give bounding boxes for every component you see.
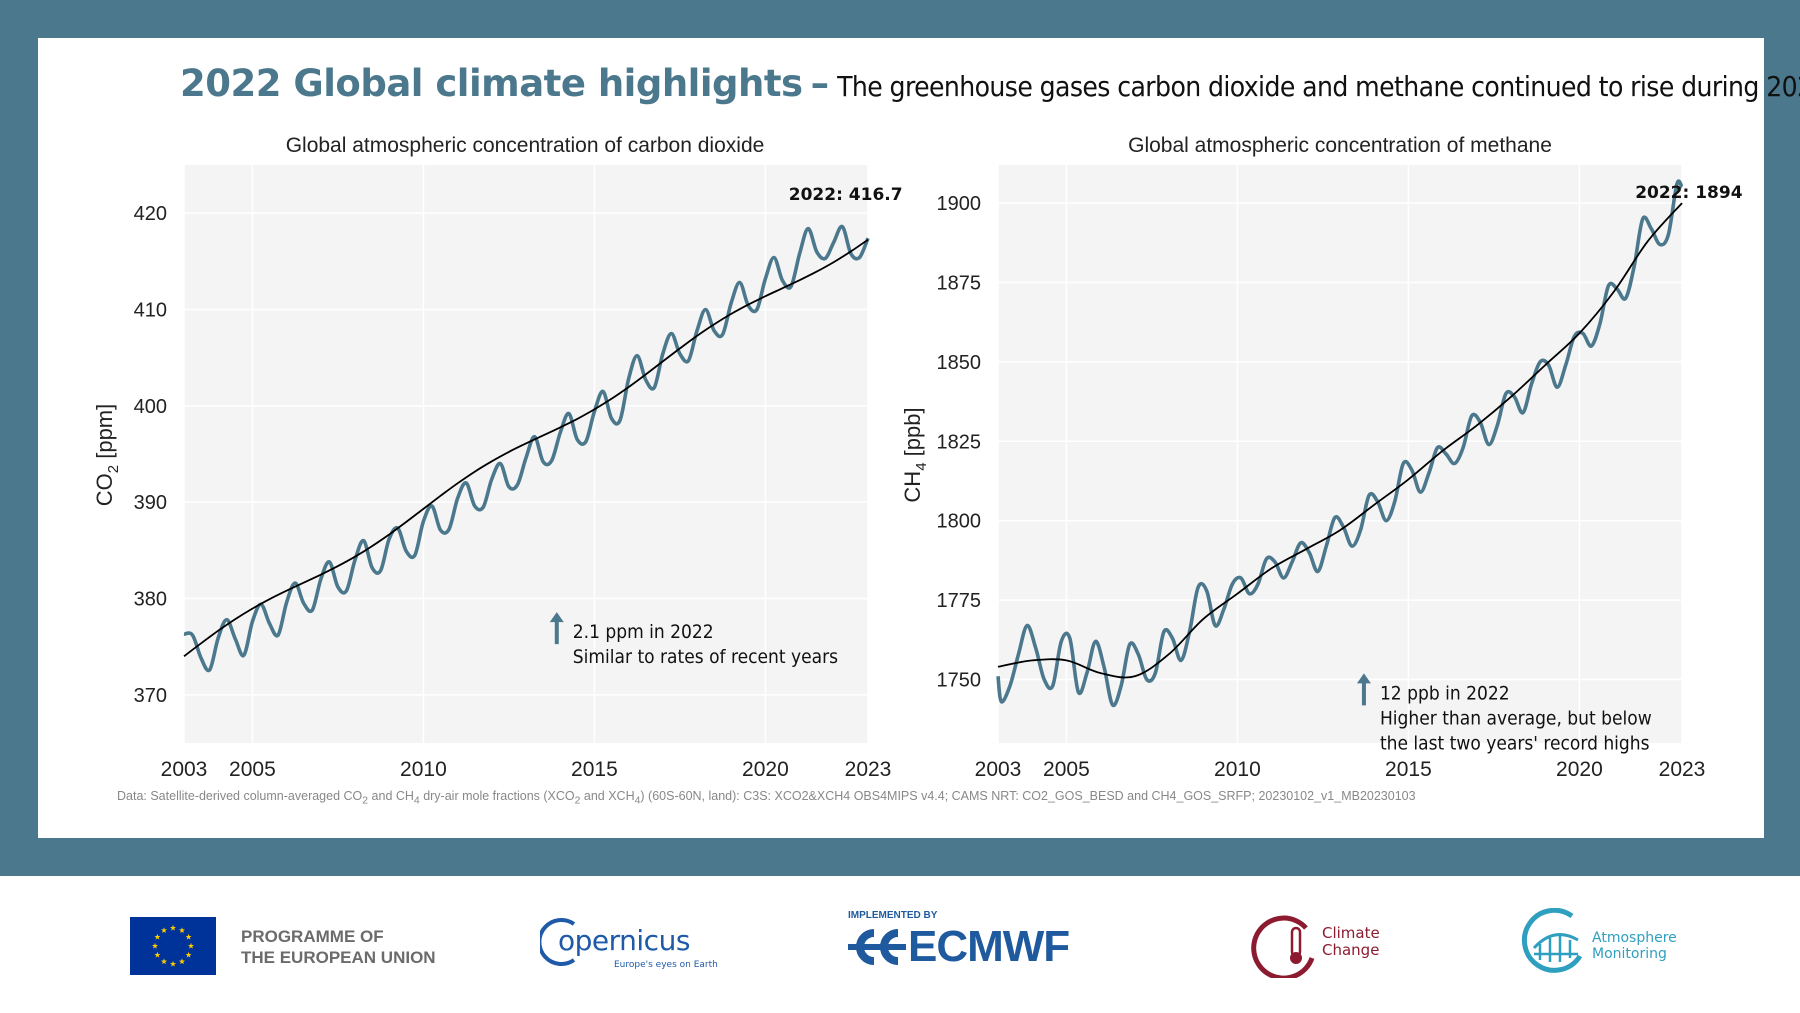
co2-gridlines (183, 165, 869, 743)
ch4-annotation-line1: 12 ppb in 2022 (1380, 682, 1510, 704)
co2-ytick-label-4: 410 (134, 300, 167, 322)
data-source-note: Data: Satellite-derived column-averaged … (117, 789, 1416, 807)
co2-xtick-label-3: 2015 (571, 758, 618, 781)
atmos-label-line1: Atmosphere (1592, 930, 1677, 946)
copernicus-c-icon (540, 918, 576, 966)
ch4-xtick-label-4: 2020 (1556, 758, 1603, 781)
ch4-chart-title: Global atmospheric concentration of meth… (1128, 134, 1552, 157)
co2-growth-annotation: 2.1 ppm in 2022 Similar to rates of rece… (549, 612, 838, 668)
ch4-ytick-label-2: 1800 (937, 511, 982, 533)
ch4-xtick-label-5: 2023 (1659, 758, 1706, 781)
co2-x-ticks: 2003 2005 2010 2015 2020 2023 (161, 758, 892, 781)
co2-ytick-label-0: 370 (134, 685, 167, 707)
eu-star-7 (154, 933, 161, 940)
thermometer-cloud-icon (1251, 915, 1315, 978)
ch4-xtick-label-0: 2003 (975, 758, 1022, 781)
co2-end-value-label: 2022: 416.7 (789, 185, 903, 205)
ch4-ytick-label-0: 1750 (937, 669, 982, 691)
ecmwf-implemented-by: IMPLEMENTED BY (848, 910, 938, 921)
ch4-x-ticks: 2003 2005 2010 2015 2020 2023 (975, 758, 1706, 781)
ch4-annotation-line2: Higher than average, but below (1380, 707, 1652, 729)
ch4-ytick-label-1: 1775 (937, 590, 982, 612)
ch4-end-value-label: 2022: 1894 (1635, 183, 1743, 203)
co2-xtick-label-2: 2010 (400, 758, 447, 781)
ch4-monthly-series-line (996, 179, 1684, 708)
ch4-ytick-label-6: 1900 (937, 193, 982, 215)
ch4-xtick-label-3: 2015 (1385, 758, 1432, 781)
co2-up-arrow-icon (549, 612, 564, 645)
co2-chart: Global atmospheric concentration of carb… (92, 134, 903, 781)
atmosphere-monitoring-logo[interactable]: Atmosphere Monitoring (1520, 908, 1700, 982)
eu-star-10 (178, 927, 186, 933)
svg-text:CH4 [ppb]: CH4 [ppb] (900, 407, 930, 502)
copernicus-tagline: Europe's eyes on Earth (614, 960, 718, 970)
eu-star-11 (185, 933, 192, 940)
co2-ytick-label-5: 420 (134, 203, 167, 225)
ch4-chart: Global atmospheric concentration of meth… (900, 134, 1743, 781)
eu-star-5 (154, 951, 161, 958)
climate-label-line1: Climate (1322, 924, 1380, 942)
co2-y-ticks: 370 380 390 400 410 420 (134, 203, 167, 707)
co2-chart-title: Global atmospheric concentration of carb… (286, 134, 765, 157)
ch4-plot-area (998, 165, 1682, 743)
ecmwf-symbol-icon (848, 929, 906, 965)
co2-monthly-series-line (183, 224, 870, 673)
headline-title: 2022 Global climate highlights (180, 62, 803, 105)
atmos-label-line2: Monitoring (1592, 946, 1667, 962)
ch4-up-arrow-icon (1356, 673, 1371, 706)
ch4-trend-line (997, 202, 1683, 679)
page-headline: 2022 Global climate highlights – The green… (180, 62, 1800, 112)
eu-star-3 (169, 960, 177, 967)
ch4-annotation-line3: the last two years' record highs (1380, 732, 1650, 754)
co2-ytick-label-3: 400 (134, 396, 167, 418)
ch4-growth-annotation: 12 ppb in 2022 Higher than average, but … (1356, 673, 1652, 754)
co2-xtick-label-4: 2020 (742, 758, 789, 781)
eu-programme-logo[interactable]: PROGRAMME OF THE EUROPEAN UNION (130, 917, 436, 977)
co2-y-axis-label: CO2 [ppm] (92, 404, 122, 506)
co2-annotation-line1: 2.1 ppm in 2022 (573, 621, 714, 643)
ch4-y-ticks: 1750 1775 1800 1825 1850 1875 1900 (937, 193, 982, 691)
copernicus-logo[interactable]: opernicus Europe's eyes on Earth (540, 916, 720, 980)
co2-xtick-label-5: 2023 (845, 758, 892, 781)
co2-ytick-label-1: 380 (134, 589, 167, 611)
co2-xtick-label-1: 2005 (229, 758, 276, 781)
eu-star-2 (178, 958, 186, 965)
eu-star-0 (187, 942, 195, 949)
ch4-xtick-label-1: 2005 (1043, 758, 1090, 781)
eu-star-4 (160, 958, 168, 965)
co2-trend-line (183, 238, 869, 658)
eu-label-line1: PROGRAMME OF (241, 927, 384, 946)
eu-star-6 (151, 942, 159, 949)
headline-dash: – (810, 62, 830, 105)
eu-label-line2: THE EUROPEAN UNION (241, 948, 436, 967)
ecmwf-wordmark: ECMWF (908, 922, 1070, 971)
climate-change-logo[interactable]: Climate Change (1250, 906, 1430, 980)
co2-annotation-line2: Similar to rates of recent years (573, 646, 838, 668)
co2-ytick-label-2: 390 (134, 492, 167, 514)
globe-icon (1521, 908, 1583, 973)
eu-star-1 (185, 951, 192, 958)
ecmwf-logo[interactable]: IMPLEMENTED BY ECMWF (848, 910, 1108, 980)
footer-logos: PROGRAMME OF THE EUROPEAN UNION opernicu… (0, 876, 1800, 1013)
eu-flag-icon (130, 917, 216, 975)
headline-subtitle: The greenhouse gases carbon dioxide and … (837, 70, 1800, 103)
ch4-ytick-label-5: 1875 (937, 273, 982, 295)
ch4-xtick-label-2: 2010 (1214, 758, 1261, 781)
eu-star-8 (160, 927, 168, 933)
co2-xtick-label-0: 2003 (161, 758, 208, 781)
ch4-y-axis-label: CH4 [ppb] (900, 407, 930, 502)
eu-star-9 (169, 924, 177, 931)
svg-text:CO2 [ppm]: CO2 [ppm] (92, 404, 122, 506)
copernicus-wordmark: opernicus (558, 924, 690, 957)
ch4-ytick-label-4: 1850 (937, 352, 982, 374)
climate-label-line2: Change (1322, 941, 1380, 959)
ch4-ytick-label-3: 1825 (937, 431, 982, 453)
